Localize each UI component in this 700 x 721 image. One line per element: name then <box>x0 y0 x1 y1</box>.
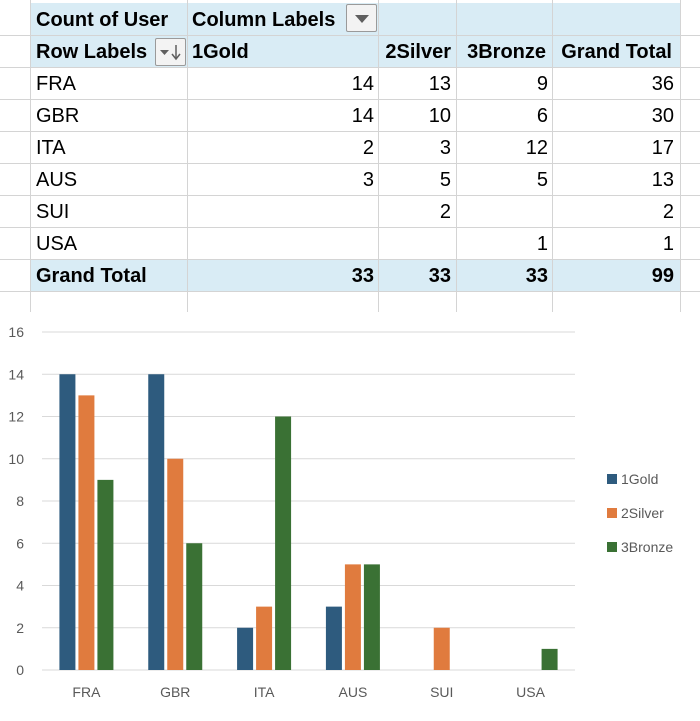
col-header-silver: 2Silver <box>385 41 451 63</box>
bar-ita-1gold <box>237 627 254 670</box>
y-tick-label: 12 <box>8 409 24 425</box>
bar-fra-2silver <box>78 395 95 670</box>
column-labels-header[interactable]: Column Labels <box>192 9 336 31</box>
grand-total-silver: 33 <box>428 265 451 287</box>
x-tick-label-ita: ITA <box>254 684 275 700</box>
cell-fra-gold: 14 <box>351 73 374 95</box>
cell-fra-total: 36 <box>651 73 674 95</box>
col-header-bronze: 3Bronze <box>467 41 546 63</box>
bar-usa-3bronze <box>541 648 558 670</box>
x-tick-label-sui: SUI <box>430 684 453 700</box>
grand-total-bronze: 33 <box>525 265 548 287</box>
row-labels-header[interactable]: Row Labels <box>36 41 148 63</box>
x-tick-label-aus: AUS <box>339 684 368 700</box>
bar-aus-3bronze <box>363 564 380 670</box>
row-label-sui[interactable]: SUI <box>36 201 70 223</box>
cell-gbr-silver: 10 <box>428 105 451 127</box>
y-tick-label: 16 <box>8 324 24 340</box>
row-label-gbr[interactable]: GBR <box>36 105 80 127</box>
bar-ita-2silver <box>256 606 273 670</box>
cell-gbr-gold: 14 <box>351 105 374 127</box>
cell-ita-total: 17 <box>651 137 674 159</box>
y-tick-label: 2 <box>16 620 24 636</box>
row-label-usa[interactable]: USA <box>36 233 78 255</box>
cell-gbr-total: 30 <box>651 105 674 127</box>
cell-usa-gold <box>187 228 374 260</box>
column-filter-dropdown[interactable] <box>346 4 377 32</box>
sort-filter-icon <box>160 45 181 61</box>
cell-sui-gold <box>187 196 374 228</box>
y-tick-label: 8 <box>16 493 24 509</box>
bar-ita-3bronze <box>275 416 292 670</box>
cell-fra-silver: 13 <box>428 73 451 95</box>
col-header-gold: 1Gold <box>192 41 249 63</box>
y-tick-label: 14 <box>8 366 24 382</box>
bar-gbr-3bronze <box>186 543 203 670</box>
grand-total-label: Grand Total <box>36 265 147 287</box>
bar-aus-1gold <box>325 606 342 670</box>
legend-swatch-2silver <box>607 508 617 518</box>
cell-ita-gold: 2 <box>362 137 374 159</box>
cell-usa-silver <box>378 228 451 260</box>
row-label-fra[interactable]: FRA <box>36 73 76 95</box>
x-tick-label-fra: FRA <box>72 684 101 700</box>
grand-total-gold: 33 <box>351 265 374 287</box>
chart-canvas: 0 2 4 6 8 10 12 14 16 FRA GBR ITA AUS SUI USA 1Gold 2Sil… <box>8 324 673 700</box>
legend-label-2silver: 2Silver <box>621 505 664 521</box>
grand-total-overall: 99 <box>651 265 674 287</box>
dropdown-arrow-icon <box>355 15 369 23</box>
y-tick-label: 10 <box>8 451 24 467</box>
col-header-grand-total: Grand Total <box>561 41 672 63</box>
y-tick-label: 0 <box>16 662 24 678</box>
bar-fra-3bronze <box>97 479 114 670</box>
x-tick-label-usa: USA <box>516 684 545 700</box>
cell-aus-silver: 5 <box>439 169 451 191</box>
cell-aus-bronze: 5 <box>536 169 548 191</box>
y-tick-label: 4 <box>16 578 24 594</box>
value-field-label[interactable]: Count of User <box>36 9 169 31</box>
legend-swatch-3bronze <box>607 542 617 552</box>
row-label-ita[interactable]: ITA <box>36 137 66 159</box>
x-tick-label-gbr: GBR <box>160 684 190 700</box>
medal-bar-chart[interactable]: 0 2 4 6 8 10 12 14 16 FRA GBR ITA AUS SUI USA 1Gold 2Sil… <box>0 312 700 716</box>
bar-aus-2silver <box>344 564 361 670</box>
row-label-aus[interactable]: AUS <box>36 169 78 191</box>
cell-gbr-bronze: 6 <box>536 105 548 127</box>
pivot-total-fill <box>30 259 680 291</box>
bar-fra-1gold <box>59 374 76 670</box>
cell-aus-gold: 3 <box>362 169 374 191</box>
bar-gbr-2silver <box>167 458 184 670</box>
cell-fra-bronze: 9 <box>536 73 548 95</box>
pivot-table: Count of User Column Labels Row Labels 1… <box>0 0 700 312</box>
cell-ita-silver: 3 <box>439 137 451 159</box>
cell-usa-bronze: 1 <box>536 233 548 255</box>
cell-sui-bronze <box>456 196 548 228</box>
cell-aus-total: 13 <box>651 169 674 191</box>
cell-sui-silver: 2 <box>439 201 451 223</box>
row-sort-filter-button[interactable] <box>155 38 186 66</box>
cell-sui-total: 2 <box>662 201 674 223</box>
legend-swatch-1gold <box>607 474 617 484</box>
legend-label-3bronze: 3Bronze <box>621 539 673 555</box>
y-tick-label: 6 <box>16 535 24 551</box>
legend-label-1gold: 1Gold <box>621 471 658 487</box>
bar-gbr-1gold <box>148 374 165 670</box>
cell-ita-bronze: 12 <box>525 137 548 159</box>
bar-sui-2silver <box>433 627 450 670</box>
cell-usa-total: 1 <box>662 233 674 255</box>
